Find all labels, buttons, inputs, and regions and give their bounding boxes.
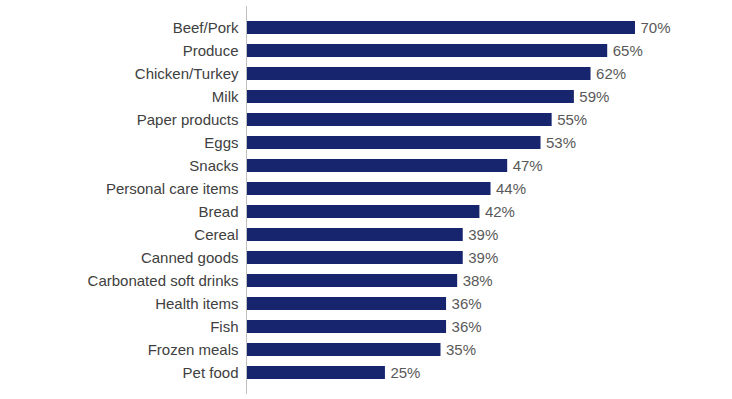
svg-text:42%: 42% [485, 203, 515, 220]
svg-text:44%: 44% [496, 180, 526, 197]
svg-text:62%: 62% [596, 65, 626, 82]
svg-text:Health items: Health items [155, 295, 238, 312]
svg-text:Canned goods: Canned goods [141, 249, 239, 266]
svg-text:39%: 39% [468, 226, 498, 243]
svg-text:Paper products: Paper products [137, 111, 239, 128]
svg-text:35%: 35% [446, 341, 476, 358]
svg-text:25%: 25% [390, 364, 420, 381]
svg-text:Chicken/Turkey: Chicken/Turkey [135, 65, 239, 82]
svg-text:Frozen meals: Frozen meals [148, 341, 239, 358]
svg-text:Produce: Produce [183, 42, 239, 59]
svg-text:36%: 36% [452, 318, 482, 335]
svg-text:70%: 70% [641, 19, 671, 36]
svg-text:53%: 53% [546, 134, 576, 151]
svg-text:47%: 47% [513, 157, 543, 174]
svg-text:Milk: Milk [212, 88, 239, 105]
svg-text:Cereal: Cereal [194, 226, 238, 243]
svg-text:Snacks: Snacks [189, 157, 238, 174]
svg-text:Eggs: Eggs [204, 134, 238, 151]
svg-text:38%: 38% [463, 272, 493, 289]
svg-text:Bread: Bread [198, 203, 238, 220]
svg-text:Fish: Fish [210, 318, 238, 335]
svg-text:Carbonated soft drinks: Carbonated soft drinks [88, 272, 239, 289]
svg-text:39%: 39% [468, 249, 498, 266]
svg-text:Pet food: Pet food [183, 364, 239, 381]
svg-text:55%: 55% [557, 111, 587, 128]
svg-text:65%: 65% [613, 42, 643, 59]
svg-text:36%: 36% [452, 295, 482, 312]
svg-text:59%: 59% [579, 88, 609, 105]
svg-text:Personal care items: Personal care items [106, 180, 239, 197]
svg-text:Beef/Pork: Beef/Pork [173, 19, 239, 36]
